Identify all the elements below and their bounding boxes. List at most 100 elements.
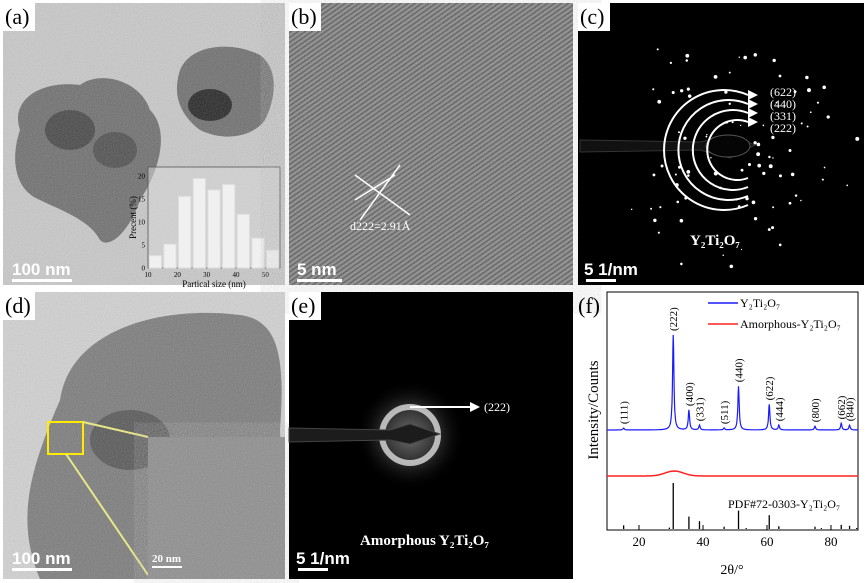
diffraction-spot xyxy=(743,55,747,60)
panel-label: (f) xyxy=(578,293,600,318)
diffraction-spot xyxy=(660,164,664,168)
scale-bar-label: 5 1/nm xyxy=(584,260,638,279)
diffraction-spot xyxy=(650,207,653,210)
diffraction-spot xyxy=(722,254,725,257)
diffraction-spot xyxy=(807,88,811,93)
histogram-bar xyxy=(266,249,280,269)
diffraction-spot xyxy=(728,102,731,105)
y-axis-label: Intensity/Counts xyxy=(586,360,602,459)
diffraction-spot xyxy=(762,124,765,127)
diffraction-spot xyxy=(790,172,795,177)
diffraction-spot xyxy=(822,85,826,90)
diffraction-spot xyxy=(724,90,728,94)
diffraction-spot xyxy=(772,58,776,63)
diffraction-rings xyxy=(663,89,749,211)
diffraction-spot xyxy=(659,206,662,209)
x-tick-label: 40 xyxy=(697,534,710,549)
panel-f-xrd-chart: (f) Y₂Ti₂O₇ Amorphous-Y₂Ti₂O₇ PDF#72-030… xyxy=(578,291,859,578)
diffraction-spot xyxy=(676,200,680,204)
scale-bar xyxy=(298,568,328,571)
phase-caption: Amorphous Y₂Ti₂O₇ xyxy=(360,533,489,549)
peak-label: (440) xyxy=(734,358,746,382)
diffraction-spot xyxy=(756,152,761,157)
diffraction-spot xyxy=(683,136,687,140)
diffraction-spot xyxy=(775,101,778,104)
x-tick-label: 30 xyxy=(203,271,211,279)
diffraction-spot xyxy=(747,162,752,167)
x-tick-label: 40 xyxy=(233,271,241,279)
panel-d: 20 nm 100 nm (d) xyxy=(3,292,285,579)
peak-label: (662) xyxy=(836,395,848,419)
beam-stopper xyxy=(288,423,442,445)
diffraction-spot xyxy=(687,94,692,98)
panel-label: (b) xyxy=(291,4,317,29)
panel-b: d222=2.91Å 5 nm (b) xyxy=(289,3,573,285)
scale-bar xyxy=(12,279,72,282)
legend-entry: Y₂Ti₂O₇ xyxy=(740,296,780,310)
diffraction-spot xyxy=(753,53,757,57)
panel-label: (c) xyxy=(580,4,604,29)
diffraction-spot xyxy=(767,228,771,231)
panel-e: (222) Amorphous Y₂Ti₂O₇ 5 1/nm (e) xyxy=(288,292,573,579)
diffraction-spot xyxy=(794,194,798,197)
peak-label: (444) xyxy=(774,397,786,421)
scale-bar xyxy=(297,279,342,282)
diffraction-spot xyxy=(826,115,830,119)
diffraction-spot xyxy=(729,264,734,269)
scale-bar-label: 5 1/nm xyxy=(296,549,350,568)
diffraction-spot xyxy=(788,149,792,152)
diffraction-spot xyxy=(800,199,802,202)
diffraction-spot xyxy=(657,231,660,234)
diffraction-spot xyxy=(793,90,797,94)
diffraction-spot xyxy=(656,48,659,51)
histogram-bar xyxy=(192,177,206,269)
x-axis-label: 2θ/° xyxy=(720,563,743,578)
phase-caption: Y₂Ti₂O₇ xyxy=(690,233,740,249)
hrtem-inset: 20 nm xyxy=(148,437,285,579)
diffraction-spot xyxy=(788,201,792,205)
x-tick-label: 20 xyxy=(174,271,182,279)
diffraction-spot xyxy=(630,208,633,211)
diffraction-spot xyxy=(731,121,734,124)
diffraction-spot xyxy=(846,184,849,187)
histogram-bar xyxy=(163,243,177,269)
histogram-bar xyxy=(207,189,221,269)
diffraction-spot xyxy=(739,124,742,127)
ring-label: (440) xyxy=(770,97,796,111)
diffraction-spot xyxy=(768,164,773,169)
diffraction-spot xyxy=(816,101,820,104)
diffraction-spot xyxy=(653,218,657,223)
panel-label: (a) xyxy=(5,4,29,29)
x-tick-label: 20 xyxy=(633,534,646,549)
histogram-bar xyxy=(178,195,192,269)
diffraction-spot xyxy=(771,135,775,140)
scale-bar-label: 100 nm xyxy=(12,549,71,568)
peak-label: (111) xyxy=(619,401,631,424)
histogram-bar xyxy=(251,237,265,269)
diffraction-spot xyxy=(805,75,809,80)
diffraction-spot xyxy=(768,155,771,159)
diffraction-spot xyxy=(823,166,826,169)
diffraction-spot xyxy=(677,131,680,134)
diffraction-spot xyxy=(679,218,684,223)
peak-label: (331) xyxy=(694,397,706,421)
y-tick-label: 15 xyxy=(138,196,146,204)
diffraction-spot xyxy=(671,90,675,95)
diffraction-spot xyxy=(686,169,691,174)
histogram-bar xyxy=(236,213,250,269)
panel-c: (622) (440) (331) (222) Y₂Ti₂O₇ 5 1/nm (… xyxy=(578,3,864,285)
ring-label: (222) xyxy=(484,400,510,414)
x-tick-label: 80 xyxy=(825,534,838,549)
diffraction-spot xyxy=(751,200,756,205)
diffraction-spot xyxy=(778,74,782,78)
peak-label: (800) xyxy=(810,398,822,422)
diffraction-spot xyxy=(710,157,712,159)
panel-label: (e) xyxy=(291,293,315,318)
diffraction-spot xyxy=(652,88,655,91)
diffraction-spot xyxy=(680,262,683,266)
peak-label: (622) xyxy=(764,376,776,400)
diffraction-spot xyxy=(657,99,662,104)
diffraction-spot xyxy=(713,74,718,79)
